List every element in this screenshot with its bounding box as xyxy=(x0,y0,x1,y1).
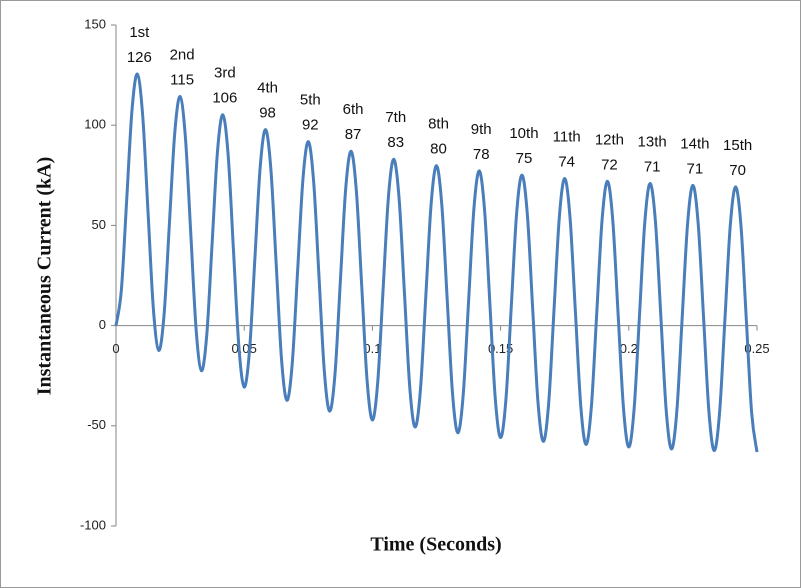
x-tick-label: 0.15 xyxy=(488,341,513,356)
peak-value-label: 75 xyxy=(516,150,533,167)
peak-order-label: 12th xyxy=(595,131,624,148)
peak-order-label: 14th xyxy=(680,135,709,152)
peak-order-label: 13th xyxy=(638,133,667,150)
peak-order-label: 4th xyxy=(257,80,278,97)
y-tick-label: 150 xyxy=(84,16,106,31)
y-tick-label: -50 xyxy=(87,417,106,432)
y-axis-title: Instantaneous Current (kA) xyxy=(34,157,56,396)
peak-value-label: 115 xyxy=(170,72,194,89)
y-tick-label: 0 xyxy=(99,317,106,332)
y-tick-label: -100 xyxy=(80,517,106,532)
peak-value-label: 98 xyxy=(259,105,276,122)
x-tick-label: 0 xyxy=(112,341,119,356)
x-tick-label: 0.05 xyxy=(232,341,257,356)
peak-value-label: 72 xyxy=(601,156,618,173)
x-tick-label: 0.25 xyxy=(744,341,769,356)
y-tick-label: 100 xyxy=(84,117,106,132)
peak-order-label: 1st xyxy=(129,24,150,41)
peak-value-label: 126 xyxy=(127,49,152,66)
peak-order-label: 5th xyxy=(300,92,321,109)
series-line xyxy=(114,72,759,453)
y-tick-label: 50 xyxy=(92,217,106,232)
peak-order-label: 11th xyxy=(553,128,581,145)
peak-value-label: 78 xyxy=(473,146,490,163)
peak-order-label: 10th xyxy=(509,125,538,142)
peak-value-label: 87 xyxy=(345,126,362,143)
peak-order-label: 2nd xyxy=(170,47,195,64)
x-tick-label: 0.1 xyxy=(363,341,381,356)
peak-value-label: 70 xyxy=(729,162,746,179)
peak-value-label: 71 xyxy=(644,158,661,175)
peak-value-label: 83 xyxy=(387,134,404,151)
x-tick-label: 0.2 xyxy=(620,341,638,356)
peak-value-label: 71 xyxy=(687,160,704,177)
x-axis-title: Time (Seconds) xyxy=(370,534,501,556)
peak-value-label: 80 xyxy=(430,141,447,158)
peak-order-label: 3rd xyxy=(214,65,236,82)
peak-order-label: 6th xyxy=(343,101,364,118)
peak-value-label: 74 xyxy=(558,153,575,170)
peak-order-label: 8th xyxy=(428,116,449,133)
peak-value-label: 92 xyxy=(302,117,319,134)
peak-order-label: 9th xyxy=(471,121,492,138)
peak-order-label: 7th xyxy=(385,109,406,126)
peak-value-label: 106 xyxy=(212,90,237,107)
peak-order-label: 15th xyxy=(723,137,752,154)
